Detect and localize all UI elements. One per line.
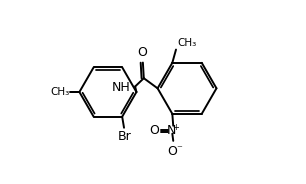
Text: O: O bbox=[167, 145, 177, 158]
Text: ⁻: ⁻ bbox=[177, 145, 182, 155]
Text: Br: Br bbox=[118, 130, 131, 143]
Text: O: O bbox=[137, 46, 147, 59]
Text: NH: NH bbox=[112, 81, 131, 94]
Text: N: N bbox=[167, 124, 176, 137]
Text: CH₃: CH₃ bbox=[50, 87, 69, 97]
Text: O: O bbox=[149, 124, 159, 137]
Text: +: + bbox=[172, 123, 179, 132]
Text: CH₃: CH₃ bbox=[177, 38, 196, 48]
